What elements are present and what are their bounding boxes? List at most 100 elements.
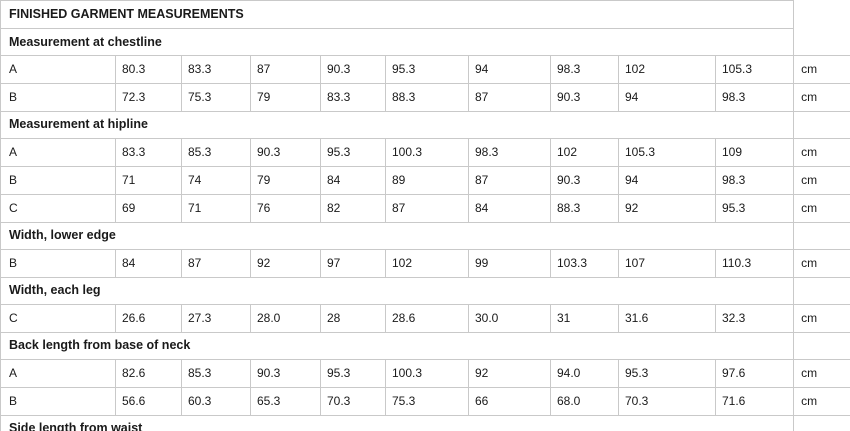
row-label: B bbox=[0, 165, 116, 195]
measurement-value-cell: 31 bbox=[550, 303, 619, 333]
measurement-value-cell: 74 bbox=[181, 165, 251, 195]
section-header: Measurement at hipline bbox=[0, 110, 795, 139]
measurement-value-cell: 71.6 bbox=[714, 386, 795, 416]
measurement-value-cell: 95.3 bbox=[320, 137, 386, 167]
measurement-row: B 84 87 92 97 102 99 103.3 107 110.3 cm bbox=[0, 248, 850, 278]
measurement-value-cell: 94 bbox=[618, 82, 716, 112]
unit-cell: cm bbox=[793, 137, 850, 167]
measurement-value-cell: 87 bbox=[468, 82, 551, 112]
measurement-value-cell: 32.3 bbox=[714, 303, 795, 333]
measurement-value-cell: 76 bbox=[250, 193, 321, 223]
measurement-value-cell: 87 bbox=[385, 193, 469, 223]
row-label: B bbox=[0, 82, 116, 112]
measurement-value-cell: 82.6 bbox=[115, 358, 182, 388]
measurement-value-cell: 71 bbox=[181, 193, 251, 223]
measurement-value-cell: 66 bbox=[468, 386, 551, 416]
measurement-value-cell: 71 bbox=[115, 165, 182, 195]
measurement-value-cell: 80.3 bbox=[115, 54, 182, 84]
measurement-value-cell: 70.3 bbox=[320, 386, 386, 416]
unit-cell: cm bbox=[793, 303, 850, 333]
measurement-value-cell: 70.3 bbox=[618, 386, 716, 416]
measurement-row: B 71 74 79 84 89 87 90.3 94 98.3 cm bbox=[0, 165, 850, 195]
empty-corner-cell bbox=[794, 332, 850, 359]
measurement-value-cell: 31.6 bbox=[618, 303, 716, 333]
measurement-value-cell: 90.3 bbox=[320, 54, 386, 84]
row-label: A bbox=[0, 358, 116, 388]
section-header: Width, lower edge bbox=[0, 221, 795, 250]
measurement-value-cell: 105.3 bbox=[618, 137, 716, 167]
measurement-row: C 26.6 27.3 28.0 28 28.6 30.0 31 31.6 32.3 cm bbox=[0, 303, 850, 333]
measurement-value-cell: 28.6 bbox=[385, 303, 469, 333]
measurement-value-cell: 90.3 bbox=[250, 137, 321, 167]
measurement-value-cell: 88.3 bbox=[385, 82, 469, 112]
measurement-value-cell: 27.3 bbox=[181, 303, 251, 333]
row-label: B bbox=[0, 386, 116, 416]
unit-cell: cm bbox=[793, 165, 850, 195]
measurement-value-cell: 26.6 bbox=[115, 303, 182, 333]
section-header-row: Width, each leg bbox=[0, 276, 850, 305]
measurement-row: C 69 71 76 82 87 84 88.3 92 95.3 cm bbox=[0, 193, 850, 223]
section-header: Width, each leg bbox=[0, 276, 795, 305]
measurement-value-cell: 88.3 bbox=[550, 193, 619, 223]
measurement-value-cell: 94 bbox=[468, 54, 551, 84]
row-label: A bbox=[0, 137, 116, 167]
measurement-value-cell: 83.3 bbox=[115, 137, 182, 167]
measurement-value-cell: 103.3 bbox=[550, 248, 619, 278]
empty-corner-cell bbox=[794, 111, 850, 138]
measurement-row: B 72.3 75.3 79 83.3 88.3 87 90.3 94 98.3 cm bbox=[0, 82, 850, 112]
measurement-value-cell: 102 bbox=[385, 248, 469, 278]
measurement-value-cell: 82 bbox=[320, 193, 386, 223]
measurement-value-cell: 85.3 bbox=[181, 358, 251, 388]
measurement-value-cell: 30.0 bbox=[468, 303, 551, 333]
measurement-value-cell: 99 bbox=[468, 248, 551, 278]
empty-corner-cell bbox=[794, 277, 850, 304]
row-label: A bbox=[0, 54, 116, 84]
measurement-value-cell: 107 bbox=[618, 248, 716, 278]
section-header-row: Measurement at hipline bbox=[0, 110, 850, 139]
unit-cell: cm bbox=[793, 82, 850, 112]
section-header-row: Side length from waist bbox=[0, 414, 850, 431]
measurement-value-cell: 85.3 bbox=[181, 137, 251, 167]
measurement-value-cell: 75.3 bbox=[385, 386, 469, 416]
empty-corner-cell bbox=[794, 222, 850, 249]
measurement-row: A 80.3 83.3 87 90.3 95.3 94 98.3 102 105.3 cm bbox=[0, 54, 850, 84]
measurement-value-cell: 95.3 bbox=[385, 54, 469, 84]
unit-cell: cm bbox=[793, 248, 850, 278]
table-title: FINISHED GARMENT MEASUREMENTS bbox=[0, 0, 795, 29]
measurement-value-cell: 87 bbox=[181, 248, 251, 278]
row-label: C bbox=[0, 193, 116, 223]
unit-cell: cm bbox=[793, 193, 850, 223]
measurement-value-cell: 102 bbox=[550, 137, 619, 167]
measurement-value-cell: 100.3 bbox=[385, 137, 469, 167]
measurement-value-cell: 94.0 bbox=[550, 358, 619, 388]
measurement-row: A 82.6 85.3 90.3 95.3 100.3 92 94.0 95.3 97.6 cm bbox=[0, 358, 850, 388]
measurement-value-cell: 60.3 bbox=[181, 386, 251, 416]
measurement-value-cell: 95.3 bbox=[320, 358, 386, 388]
measurement-value-cell: 83.3 bbox=[181, 54, 251, 84]
table-title-row: FINISHED GARMENT MEASUREMENTS bbox=[0, 0, 850, 29]
empty-corner-cell bbox=[794, 1, 850, 29]
row-label: B bbox=[0, 248, 116, 278]
measurement-value-cell: 83.3 bbox=[320, 82, 386, 112]
measurement-row: A 83.3 85.3 90.3 95.3 100.3 98.3 102 105.3 109 cm bbox=[0, 137, 850, 167]
section-header-row: Width, lower edge bbox=[0, 221, 850, 250]
measurement-value-cell: 90.3 bbox=[250, 358, 321, 388]
measurement-value-cell: 94 bbox=[618, 165, 716, 195]
measurement-row: B 56.6 60.3 65.3 70.3 75.3 66 68.0 70.3 71.6 cm bbox=[0, 386, 850, 416]
unit-cell: cm bbox=[793, 54, 850, 84]
measurement-value-cell: 56.6 bbox=[115, 386, 182, 416]
measurement-value-cell: 92 bbox=[250, 248, 321, 278]
measurement-value-cell: 102 bbox=[618, 54, 716, 84]
measurement-value-cell: 65.3 bbox=[250, 386, 321, 416]
measurement-value-cell: 87 bbox=[250, 54, 321, 84]
measurement-value-cell: 105.3 bbox=[714, 54, 795, 84]
measurement-value-cell: 109 bbox=[714, 137, 795, 167]
empty-corner-cell bbox=[794, 415, 850, 431]
measurement-value-cell: 84 bbox=[115, 248, 182, 278]
measurement-value-cell: 84 bbox=[468, 193, 551, 223]
measurement-value-cell: 100.3 bbox=[385, 358, 469, 388]
measurement-value-cell: 98.3 bbox=[468, 137, 551, 167]
